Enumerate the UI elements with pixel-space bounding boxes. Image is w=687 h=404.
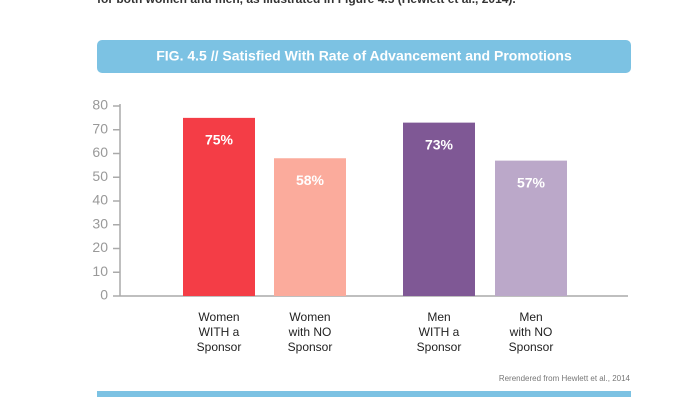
bar [403, 122, 475, 296]
y-tick-label: 40 [92, 192, 108, 208]
value-label: 75% [205, 132, 234, 148]
y-tick-label: 50 [92, 168, 108, 184]
x-tick-label: Men with NO Sponsor [508, 310, 554, 354]
y-tick-label: 80 [92, 97, 108, 113]
bar [495, 160, 567, 296]
y-tick-label: 0 [100, 287, 108, 303]
x-tick-label: Women with NO Sponsor [287, 310, 333, 354]
x-tick-label: Women WITH a Sponsor [196, 310, 242, 354]
value-label: 73% [425, 136, 454, 152]
bar [183, 117, 255, 296]
value-label: 58% [296, 172, 325, 188]
value-label: 57% [517, 174, 546, 190]
y-tick-label: 10 [92, 263, 108, 279]
bar [274, 158, 346, 296]
header-text: for both women and men, as illustrated i… [97, 0, 516, 6]
footer-bar [97, 391, 631, 397]
y-tick-label: 70 [92, 120, 108, 136]
title-banner [97, 40, 631, 73]
chart-title: FIG. 4.5 // Satisfied With Rate of Advan… [156, 48, 572, 64]
y-tick-label: 30 [92, 215, 108, 231]
source: Rerendered from Hewlett et al., 2014 [499, 374, 631, 383]
x-tick-label: Men WITH a Sponsor [416, 310, 462, 354]
y-tick-label: 20 [92, 239, 108, 255]
y-tick-label: 60 [92, 144, 108, 160]
